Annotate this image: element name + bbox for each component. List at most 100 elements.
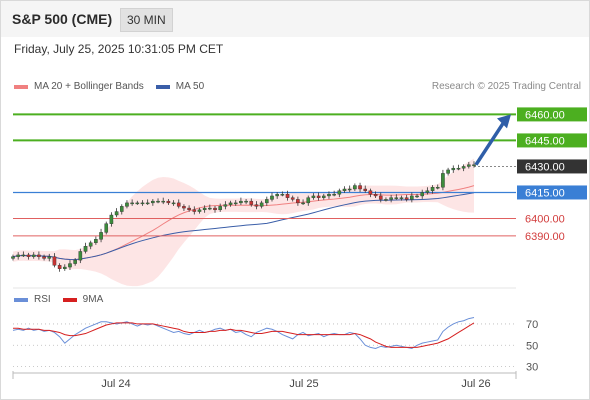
candle-body	[208, 207, 212, 210]
candle-body	[399, 197, 404, 199]
legend-ma50-label: MA 50	[175, 81, 205, 92]
candle-body	[461, 166, 466, 169]
candle-body	[327, 194, 331, 197]
candle-body	[316, 195, 321, 198]
candle-body	[218, 206, 222, 211]
legend-9ma: 9MA	[62, 294, 104, 305]
level-tag-6415.00	[517, 185, 587, 200]
ma20-swatch	[14, 84, 28, 89]
candle-body	[192, 209, 197, 212]
candle-body	[430, 187, 435, 191]
ma50-line	[12, 192, 475, 261]
candle-body	[83, 246, 88, 252]
candle-body	[373, 194, 378, 197]
candle-body	[171, 202, 176, 205]
candle-body	[290, 197, 295, 200]
rsi-tick-30: 30	[526, 362, 538, 374]
candle-body	[104, 223, 109, 233]
candle-body	[311, 195, 316, 198]
candle-body	[425, 190, 430, 193]
candle-body	[145, 202, 150, 205]
rsi-swatch	[14, 297, 28, 302]
candle-body	[249, 200, 254, 205]
candle-body	[456, 167, 461, 170]
candle-body	[239, 200, 243, 204]
candle-body	[114, 211, 119, 216]
legend-rsi: RSI	[14, 294, 51, 305]
candle-body	[31, 254, 36, 257]
level-label-6430.00: 6430.00	[525, 161, 565, 173]
candle-body	[135, 202, 140, 205]
candle-body	[213, 207, 217, 211]
candle-body	[26, 254, 31, 257]
candle-body	[337, 190, 342, 195]
candle-body	[435, 187, 440, 189]
rsi-tick-70: 70	[526, 319, 538, 331]
legend-ma20-label: MA 20 + Bollinger Bands	[34, 81, 144, 92]
candle-body	[94, 239, 98, 243]
legend-ma50: MA 50	[155, 81, 205, 92]
candle-body	[358, 185, 362, 190]
x-tick-Jul 25: Jul 25	[289, 378, 318, 390]
candle-body	[197, 209, 202, 212]
candle-body	[62, 266, 67, 269]
candle-body	[202, 207, 207, 211]
candle-body	[21, 254, 26, 257]
candle-body	[296, 199, 300, 204]
candle-body	[404, 197, 409, 200]
candle-body	[259, 202, 264, 207]
candle-body	[156, 200, 160, 203]
bollinger-band	[13, 158, 474, 287]
research-credit: Research © 2025 Trading Central	[431, 81, 581, 92]
candle-body	[52, 256, 57, 266]
level-tag-6460.00	[517, 107, 587, 122]
candle-body	[119, 206, 124, 212]
candle-body	[363, 188, 368, 191]
candle-body	[125, 202, 129, 207]
ma50-swatch	[155, 84, 170, 89]
x-tick-Jul 26: Jul 26	[461, 378, 490, 390]
candle-body	[182, 206, 186, 209]
candle-body	[223, 204, 228, 207]
candle-body	[384, 199, 388, 201]
candle-body	[353, 185, 357, 190]
level-tag-6430.00	[517, 159, 587, 174]
candle-body	[42, 256, 46, 259]
candle-body	[332, 194, 336, 196]
candle-body	[280, 194, 285, 196]
candle-body	[73, 259, 77, 264]
candle-body	[11, 256, 15, 259]
legend-rsi-label: RSI	[34, 294, 51, 305]
candle-body	[47, 256, 52, 259]
candle-body	[166, 200, 171, 204]
candle-body	[420, 192, 425, 197]
forecast-arrowhead	[497, 114, 511, 129]
level-label-6445.00: 6445.00	[525, 135, 565, 147]
candle-body	[285, 194, 290, 198]
candle-body	[233, 202, 238, 205]
timestamp: Friday, July 25, 2025 10:31:05 PM CET	[14, 42, 224, 56]
price-legend: MA 20 + Bollinger Bands MA 50	[14, 81, 216, 92]
candle-body	[472, 164, 476, 166]
candle-body	[187, 207, 191, 211]
candle-body	[130, 202, 134, 205]
interval-button[interactable]: 30 MIN	[120, 8, 173, 32]
candle-body	[109, 214, 114, 224]
rsi-tick-50: 50	[526, 340, 538, 352]
legend-9ma-label: 9MA	[82, 294, 104, 305]
candle-body	[99, 232, 103, 240]
x-tick-Jul 24: Jul 24	[101, 378, 130, 390]
forecast-arrow	[474, 119, 507, 166]
candle-body	[37, 254, 41, 257]
candle-body	[451, 167, 456, 171]
instrument-title: S&P 500 (CME)	[12, 11, 113, 27]
candle-body	[57, 265, 62, 269]
candle-body	[378, 195, 383, 200]
candle-body	[265, 199, 269, 204]
level-label-6400.00: 6400.00	[525, 213, 565, 225]
candle-body	[301, 202, 305, 205]
candle-body	[78, 251, 83, 261]
rsi-series-9MA	[13, 322, 475, 348]
candle-body	[394, 197, 399, 199]
